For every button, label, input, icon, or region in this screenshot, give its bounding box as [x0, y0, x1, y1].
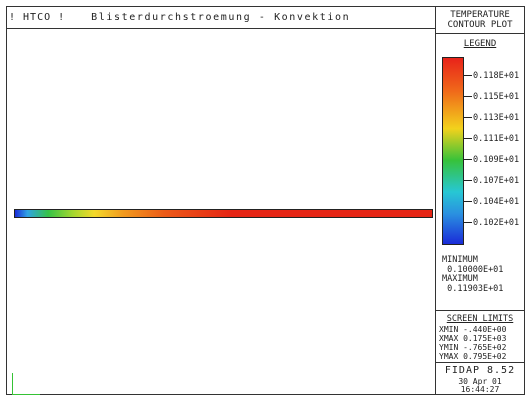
date-value: 30 Apr 01 [458, 377, 502, 386]
side-panel: TEMPERATURE CONTOUR PLOT LEGEND 0.118E+0… [435, 7, 524, 394]
time-value: 16:44:27 [460, 385, 500, 394]
x-axis-icon [12, 394, 40, 395]
y-axis-icon [12, 373, 13, 395]
legend-tick: 0.111E+01 [464, 134, 524, 144]
screen-limits: XMIN -.440E+00 XMAX 0.175E+03 YMIN -.765… [439, 325, 506, 361]
plot-title: Blisterdurchstroemung - Konvektion [91, 12, 351, 23]
plot-frame: ! HTCO ! Blisterdurchstroemung - Konvekt… [6, 6, 525, 395]
divider [436, 310, 524, 311]
maximum-label: MAXIMUM [442, 274, 478, 284]
temperature-contour-strip [14, 209, 433, 218]
plot-type-line-2: CONTOUR PLOT [447, 20, 513, 30]
divider [436, 33, 524, 34]
header-label: ! HTCO ! [9, 12, 66, 23]
screen-limits-title: SCREEN LIMITS [446, 314, 514, 324]
plot-type-line-1: TEMPERATURE [450, 10, 510, 20]
legend-tick: 0.118E+01 [464, 71, 524, 81]
legend-tick: 0.109E+01 [464, 155, 524, 165]
maximum-value: 0.11903E+01 [447, 283, 504, 294]
min-max-block: MINIMUM 0.10000E+01 MAXIMUM 0.11903E+01 [442, 255, 504, 294]
divider [436, 362, 524, 363]
plot-area: ! HTCO ! Blisterdurchstroemung - Konvekt… [7, 7, 435, 395]
xmin-value: XMIN -.440E+00 [439, 325, 507, 334]
program-version: FIDAP 8.52 [444, 365, 516, 376]
legend-tick: 0.104E+01 [464, 197, 524, 207]
plot-header: ! HTCO ! Blisterdurchstroemung - Konvekt… [7, 7, 435, 29]
legend-tick: 0.107E+01 [464, 176, 524, 186]
legend-title: LEGEND [463, 39, 497, 49]
legend-tick: 0.102E+01 [464, 218, 524, 228]
legend-colorbar [442, 57, 464, 245]
minimum-label: MINIMUM [442, 255, 478, 265]
xmax-value: XMAX 0.175E+03 [439, 334, 507, 343]
ymin-value: YMIN -.765E+02 [439, 343, 507, 352]
timestamp: 30 Apr 01 16:44:27 [436, 378, 524, 394]
legend-tick: 0.115E+01 [464, 92, 524, 102]
minimum-value: 0.10000E+01 [447, 264, 504, 275]
legend-tick: 0.113E+01 [464, 113, 524, 123]
ymax-value: YMAX 0.795E+02 [439, 352, 507, 361]
